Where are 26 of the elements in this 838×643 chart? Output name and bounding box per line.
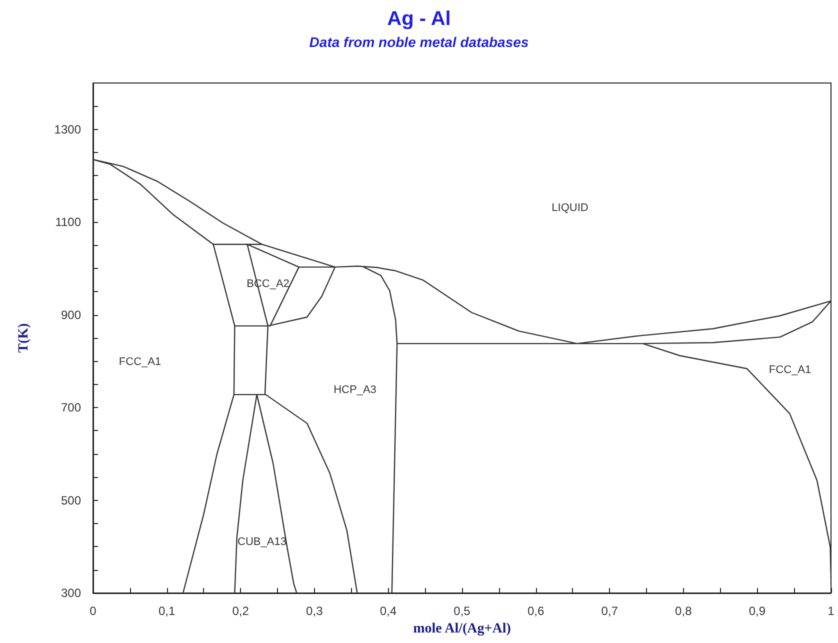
y-tick-label: 1100	[55, 215, 82, 230]
annotation: LIQUID	[552, 202, 588, 214]
x-tick-label: 0	[90, 604, 97, 618]
x-tick-label: 1	[828, 604, 835, 618]
x-tick-label: 0,2	[232, 604, 250, 618]
annotation: CUB_A13	[238, 536, 286, 548]
y-tick-label: 500	[60, 493, 82, 508]
chart-subtitle: Data from noble metal databases	[309, 34, 529, 50]
x-axis-title: mole Al/(Ag+Al)	[413, 621, 512, 636]
x-tick-label: 0,6	[527, 604, 544, 618]
annotation: FCC_A1	[768, 364, 812, 376]
x-tick-label: 0,5	[454, 604, 471, 618]
x-tick-label: 0,1	[158, 604, 176, 618]
y-tick-label: 900	[60, 308, 82, 322]
x-tick-label: 0,3	[306, 604, 324, 618]
x-tick-label: 0,8	[675, 604, 692, 618]
annotation: FCC_A1	[118, 356, 162, 368]
x-tick-label: 0,9	[748, 604, 766, 618]
y-tick-label: 1300	[54, 122, 82, 136]
x-tick-label: 0,7	[601, 604, 618, 618]
chart-title: Ag - Al	[387, 8, 451, 30]
y-tick-label: 300	[60, 586, 82, 600]
y-tick-label: 700	[60, 400, 82, 415]
y-axis-title: T(K)	[16, 322, 32, 353]
x-tick-label: 0,4	[380, 604, 397, 618]
annotation: HCP_A3	[334, 384, 376, 396]
